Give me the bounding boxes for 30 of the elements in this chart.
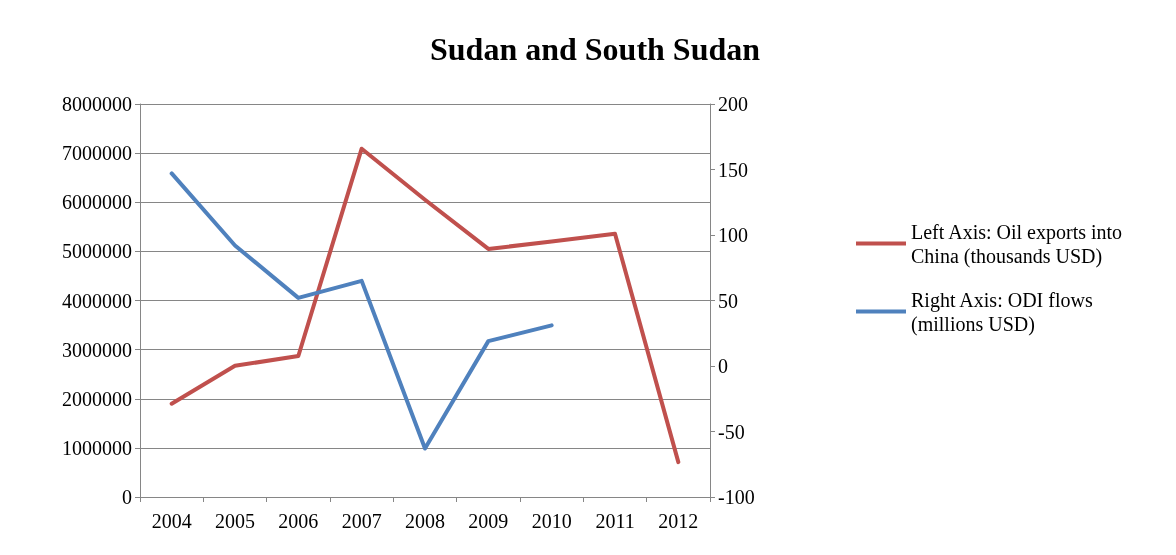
x-tick-label: 2006: [278, 510, 319, 532]
y-tick-label: 6000000: [62, 191, 132, 214]
x-tick-label: 2009: [468, 510, 509, 532]
y-tick-label: 1000000: [62, 436, 132, 459]
y-tick-label: 0: [122, 486, 132, 508]
x-tick-label: 2008: [405, 510, 445, 532]
x-tick-label: 2004: [151, 510, 192, 532]
y2-tick-label: 0: [718, 355, 728, 377]
chart-title: Sudan and South Sudan: [429, 31, 761, 67]
y2-tick-label: 100: [718, 224, 748, 246]
x-tick-label: 2011: [595, 510, 635, 532]
y-tick-label: 8000000: [62, 93, 132, 115]
y-tick-label: 7000000: [62, 142, 132, 165]
y2-tick-label: 50: [718, 289, 738, 312]
x-tick-label: 2012: [658, 510, 699, 532]
x-tick-label: 2007: [341, 510, 382, 532]
y2-tick-label: -100: [718, 486, 755, 508]
line-series: [169, 171, 554, 451]
y2-tick-label: 200: [718, 93, 748, 115]
y-tick-label: 2000000: [62, 387, 132, 410]
legend-label: Left Axis: Oil exports into China (thousands USD): [911, 220, 1128, 268]
line-series: [169, 146, 681, 465]
y2-tick-label: 150: [718, 158, 748, 181]
y-tick-label: 3000000: [62, 338, 132, 361]
x-tick-label: 2010: [531, 510, 572, 532]
y2-tick-label: -50: [718, 420, 745, 443]
x-tick-label: 2005: [215, 510, 255, 532]
y-tick-label: 4000000: [62, 289, 132, 312]
legend-label: Right Axis: ODI flows (millions USD): [911, 288, 1098, 336]
y-tick-label: 5000000: [62, 240, 132, 263]
